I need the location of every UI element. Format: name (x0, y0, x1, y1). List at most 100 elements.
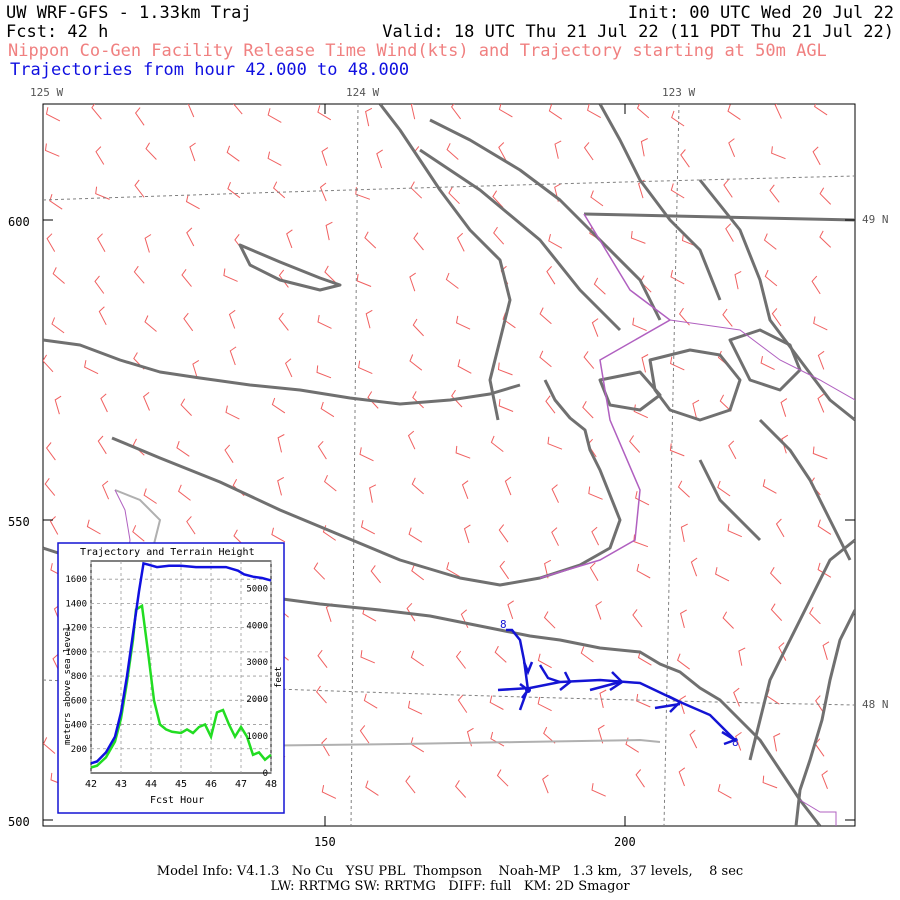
inset-tick-labels: 42 43 44 45 46 47 48 200 400 600 800 1000 1200 1400 16… (65, 575, 277, 790)
wind-barb (359, 725, 370, 744)
inset-y-tick-label: 800 (71, 672, 87, 682)
wind-barb (539, 307, 552, 325)
wind-barb (228, 309, 236, 329)
wind-barb (358, 360, 373, 375)
wind-barb (408, 527, 423, 543)
wind-barb (593, 277, 606, 295)
inset-y2-tick-label: 0 (263, 769, 268, 779)
wind-barb (227, 182, 241, 199)
wind-barb (233, 104, 243, 115)
inset-y-tick-label: 600 (71, 696, 87, 706)
lon-label-123w: 123 W (662, 86, 696, 99)
wind-barb (100, 393, 108, 413)
wind-barb (321, 147, 329, 166)
wind-barb (364, 231, 377, 249)
wind-barb (770, 603, 783, 621)
wind-barb (640, 138, 648, 157)
wind-barb (591, 526, 600, 546)
inset-y-tick-label: 1600 (65, 575, 87, 585)
wind-barb (94, 275, 105, 294)
wind-barb (544, 559, 552, 579)
wind-barb (278, 312, 289, 331)
wind-barb (636, 563, 651, 579)
wind-barb (727, 104, 741, 121)
wind-barb (367, 391, 379, 409)
wind-barb (676, 653, 690, 670)
wind-barb (722, 308, 733, 327)
forecast-hour: Fcst: 42 h (6, 22, 109, 42)
wind-barb (633, 404, 649, 419)
inset-y2-tick-label: 1000 (246, 732, 268, 742)
wind-barb (323, 474, 337, 492)
wind-barb (450, 104, 461, 120)
wind-barb (632, 609, 643, 628)
lat-label-48n: 48 N (862, 698, 889, 711)
wind-barb (44, 478, 56, 496)
wind-barb (321, 737, 330, 757)
inset-x-tick-label: 45 (175, 779, 187, 790)
wind-barb (819, 230, 832, 248)
trajectory-range: Trajectories from hour 42.000 to 48.000 (10, 60, 410, 80)
wind-barb (762, 775, 778, 789)
wind-barb (186, 227, 195, 247)
wind-barb (817, 393, 825, 413)
wind-barb (45, 107, 61, 122)
wind-barb (537, 696, 552, 712)
wind-barb (715, 567, 730, 582)
wind-barb (454, 780, 467, 798)
wind-barb (819, 187, 832, 205)
wind-barb (492, 190, 504, 208)
init-time: Init: 00 UTC Wed 20 Jul 22 (627, 3, 894, 23)
inset-y-tick-label: 400 (71, 721, 87, 731)
wind-barb (455, 650, 466, 669)
inset-y2-tick-label: 4000 (246, 621, 268, 631)
wind-barb (277, 476, 285, 496)
wind-barb (635, 769, 645, 788)
wind-barb (735, 731, 742, 751)
trajectory-end-label: 8 (732, 736, 739, 749)
wind-barb (771, 146, 786, 160)
wind-barb (551, 484, 559, 503)
inset-ylabel-left: meters above sea level (63, 626, 73, 745)
wind-barb (143, 488, 157, 504)
model-info-line1: Model Info: V4.1.3 No Cu YSU PBL Thompso… (156, 864, 744, 879)
wind-barb (539, 350, 552, 368)
wind-barb (583, 351, 595, 369)
wind-barb (543, 611, 556, 629)
wind-barb (497, 362, 513, 376)
wind-barb (365, 309, 373, 329)
wind-barb (630, 230, 646, 244)
wind-barb (407, 430, 416, 450)
inset-xlabel: Fcst Hour (150, 795, 204, 806)
wind-barb (589, 562, 599, 581)
wind-barb (412, 391, 424, 409)
wind-barb (97, 435, 107, 455)
lon-label-124w: 124 W (346, 86, 380, 99)
wind-barb (554, 140, 562, 159)
wind-barb (446, 143, 459, 160)
wind-barb (507, 600, 514, 620)
wind-barb (272, 181, 286, 199)
x-tick-200: 200 (614, 835, 636, 849)
wind-barb (548, 233, 563, 249)
wind-barb (817, 519, 832, 535)
wind-barb (547, 436, 563, 450)
wind-barb (365, 780, 379, 796)
wind-barb (490, 731, 505, 747)
wind-barb (407, 700, 423, 715)
wind-barb (597, 724, 605, 744)
lat-label-49n: 49 N (862, 213, 889, 226)
wind-barb (677, 480, 690, 498)
wind-barb (413, 232, 424, 251)
wind-barb (678, 307, 690, 326)
wind-barb (145, 142, 157, 160)
wind-barb (363, 693, 378, 709)
wind-barb (498, 142, 507, 161)
wind-barb (406, 602, 416, 622)
wind-barb (189, 142, 196, 162)
wind-barb (817, 562, 832, 578)
wind-barb (769, 184, 780, 203)
wind-barb (43, 354, 54, 373)
wind-barb (728, 138, 736, 157)
wind-barb (671, 110, 685, 127)
